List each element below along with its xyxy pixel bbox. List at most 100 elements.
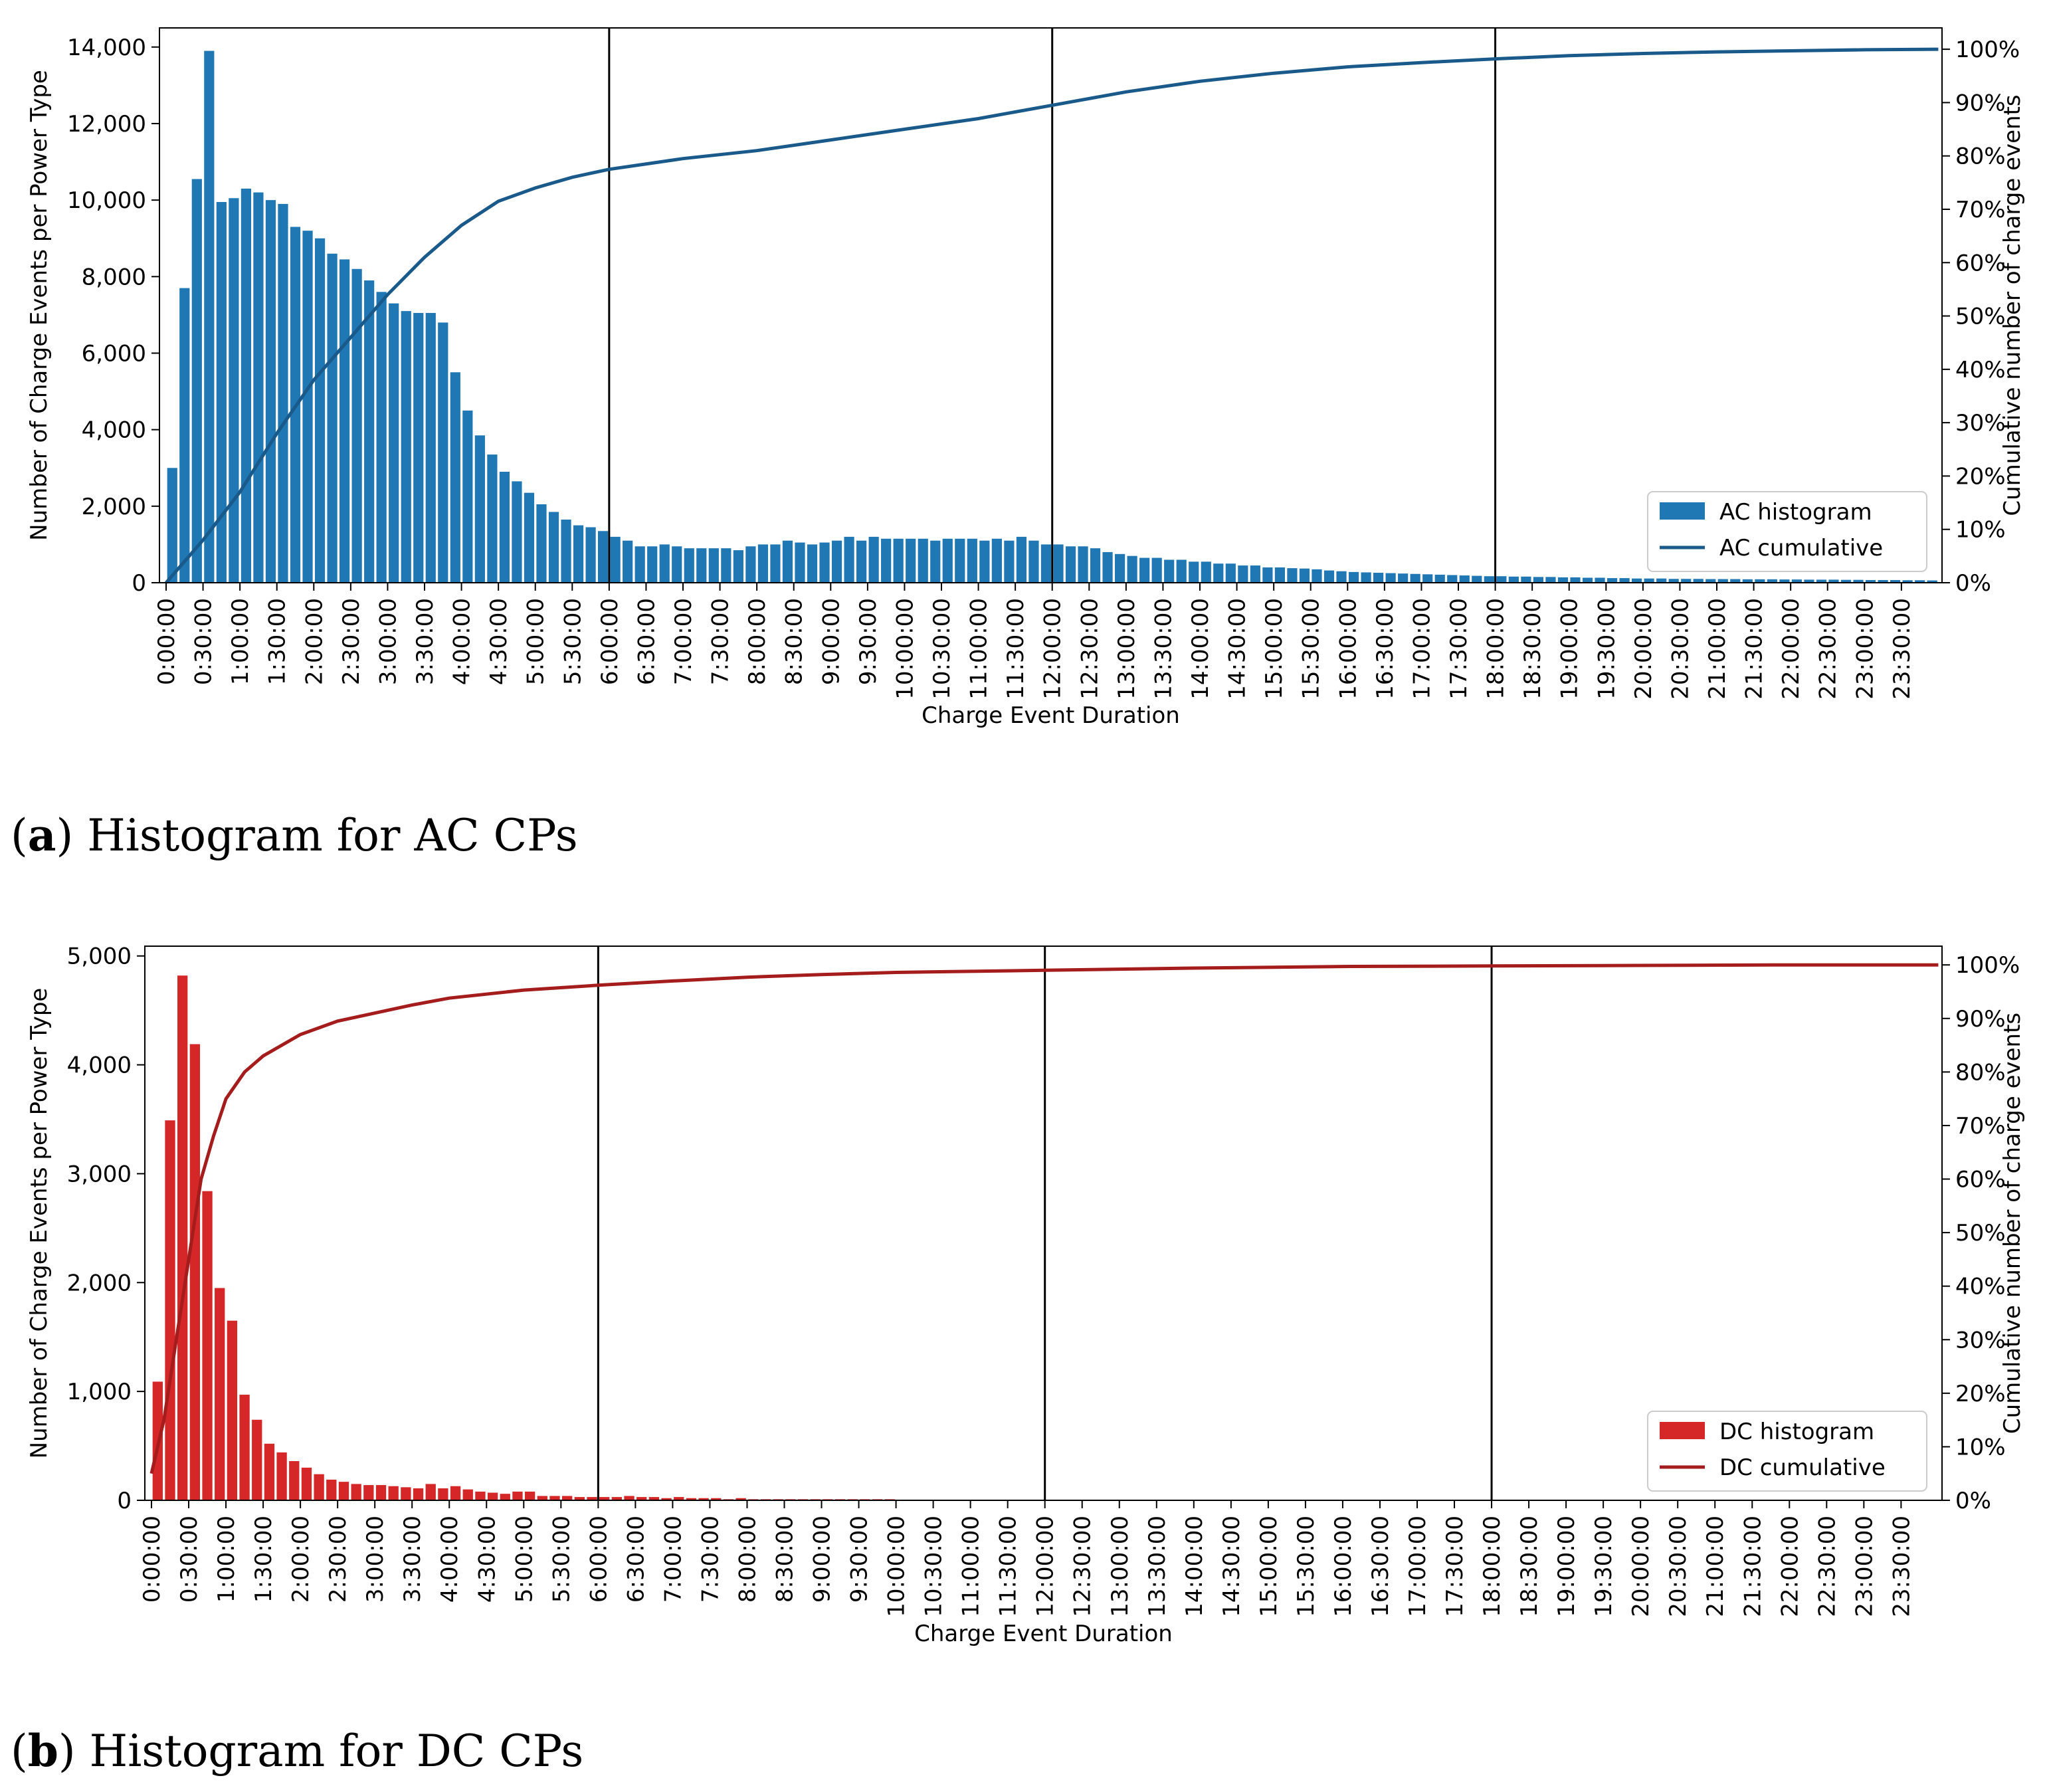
ac-x-tick-label: 0:00:00 xyxy=(153,598,180,685)
ac-y-tick-label: 2,000 xyxy=(82,494,146,520)
ac-histogram-bar xyxy=(1730,579,1741,583)
ac-legend-box xyxy=(1647,491,1927,572)
ac-histogram-bar xyxy=(1582,577,1593,583)
dc-x-tick-label: 5:00:00 xyxy=(511,1516,537,1603)
ac-x-axis: 0:00:00 0:30:00 1:00:00 1:30:00 2:00:00 2:30:… xyxy=(153,583,1915,700)
caption-b-text: Histogram for DC CPs xyxy=(89,1726,584,1777)
dc-x-tick-label: 11:30:00 xyxy=(995,1516,1022,1617)
dc-histogram-bar xyxy=(574,1497,585,1500)
dc-x-tick-label: 21:30:00 xyxy=(1739,1516,1766,1617)
ac-y2-tick-label: 10% xyxy=(1955,517,2006,544)
ac-x-tick-label: 13:00:00 xyxy=(1114,598,1140,700)
dc-histogram-bar xyxy=(227,1320,238,1500)
ac-histogram-bar xyxy=(1717,579,1728,583)
ac-histogram-bar xyxy=(425,313,436,583)
dc-x-tick-label: 0:00:00 xyxy=(139,1516,165,1603)
dc-y2-tick-label: 60% xyxy=(1955,1167,2006,1193)
ac-histogram-bar xyxy=(893,538,904,583)
dc-x-tick-label: 21:00:00 xyxy=(1702,1516,1729,1617)
ac-histogram-bar xyxy=(1201,561,1211,583)
dc-histogram-bar xyxy=(252,1419,262,1500)
ac-y2-tick-label: 80% xyxy=(1955,144,2006,170)
panel-ac-chart: 02,0004,0006,0008,00010,00012,00014,000 … xyxy=(26,27,2026,729)
dc-x-tick-label: 14:30:00 xyxy=(1218,1516,1245,1617)
ac-x-tick-label: 3:00:00 xyxy=(375,598,401,685)
ac-legend: AC histogram AC cumulative xyxy=(1647,491,1927,572)
dc-histogram-bar xyxy=(326,1479,337,1500)
dc-y2-tick-label: 70% xyxy=(1955,1113,2006,1140)
ac-histogram-bar xyxy=(610,536,621,583)
ac-x-tick-label: 15:00:00 xyxy=(1261,598,1288,700)
ac-x-tick-label: 20:30:00 xyxy=(1667,598,1694,700)
dc-x-tick-label: 14:00:00 xyxy=(1181,1516,1208,1617)
ac-histogram-bar xyxy=(991,538,1002,583)
ac-histogram-bar xyxy=(253,192,264,583)
dc-x-tick-label: 13:00:00 xyxy=(1107,1516,1133,1617)
ac-legend-histogram-label: AC histogram xyxy=(1719,499,1872,526)
ac-histogram-bar xyxy=(1447,575,1458,583)
ac-x-tick-label: 2:30:00 xyxy=(338,598,365,685)
ac-histogram-bar xyxy=(351,268,362,583)
dc-y2-tick-label: 10% xyxy=(1955,1434,2006,1460)
ac-histogram-bar xyxy=(413,313,424,583)
ac-histogram-bar xyxy=(634,546,645,583)
caption-b-letter: b xyxy=(27,1725,58,1777)
ac-histogram-bar xyxy=(1385,573,1396,583)
dc-x-tick-label: 22:30:00 xyxy=(1814,1516,1840,1617)
ac-y-tick-label: 8,000 xyxy=(82,264,146,290)
ac-histogram-bar xyxy=(1115,553,1125,583)
ac-histogram-bar xyxy=(733,550,743,583)
ac-histogram-bar xyxy=(1902,580,1913,583)
ac-x-tick-label: 8:00:00 xyxy=(744,598,771,685)
ac-histogram-bar xyxy=(757,544,768,583)
ac-histogram-bar xyxy=(1545,577,1556,583)
dc-histogram-bar xyxy=(587,1497,597,1500)
ac-y2-tick-label: 60% xyxy=(1955,250,2006,276)
ac-histogram-bar xyxy=(241,188,251,583)
dc-histogram-bar xyxy=(314,1474,324,1500)
dc-y-tick-label: 4,000 xyxy=(67,1052,132,1079)
dc-legend-cumulative-label: DC cumulative xyxy=(1719,1454,1886,1481)
dc-x-tick-label: 9:30:00 xyxy=(846,1516,873,1603)
ac-histogram-bar xyxy=(1656,578,1667,583)
ac-histogram-bar xyxy=(684,548,694,583)
dc-histogram-bar xyxy=(636,1497,647,1500)
ac-x-tick-label: 19:30:00 xyxy=(1593,598,1620,700)
ac-y2-tick-label: 30% xyxy=(1955,410,2006,437)
ac-x-tick-label: 22:00:00 xyxy=(1778,598,1804,700)
ac-histogram-bar xyxy=(1459,575,1470,583)
dc-histogram-bar xyxy=(264,1443,275,1500)
ac-histogram-bar xyxy=(1065,546,1076,583)
ac-x-tick-label: 16:00:00 xyxy=(1335,598,1361,700)
ac-y2-axis-title: Cumulative number of charge events xyxy=(1999,94,2026,516)
dc-histogram-bar xyxy=(351,1484,361,1500)
ac-y-axis: 0 2,000 4,000 6,000 8,000 10,000 12,000 14,000 xyxy=(67,35,159,597)
panel-dc-chart: 0 1,000 2,000 3,000 4,000 5,000 0% 10% 20% 30% 40… xyxy=(26,944,2026,1647)
dc-y2-tick-label: 80% xyxy=(1955,1059,2006,1086)
ac-histogram-bar xyxy=(1323,570,1335,583)
ac-histogram-bar xyxy=(512,481,522,583)
ac-x-tick-label: 12:00:00 xyxy=(1040,598,1066,700)
ac-histogram-bar xyxy=(561,519,571,583)
dc-y-tick-label: 0 xyxy=(117,1488,132,1514)
ac-histogram-bar xyxy=(819,542,830,583)
dc-vlines-group xyxy=(597,946,1493,1500)
ac-histogram-bar xyxy=(659,544,670,583)
ac-histogram-bar xyxy=(1619,578,1630,583)
dc-x-tick-label: 15:00:00 xyxy=(1256,1516,1282,1617)
dc-legend-histogram-swatch xyxy=(1660,1422,1705,1439)
dc-histogram-bar xyxy=(500,1494,510,1500)
caption-b: (b) Histogram for DC CPs xyxy=(11,1725,584,1777)
dc-histogram-bar xyxy=(624,1496,634,1500)
ac-x-tick-label: 8:30:00 xyxy=(781,598,808,685)
dc-legend: DC histogram DC cumulative xyxy=(1647,1411,1927,1492)
ac-x-tick-label: 7:00:00 xyxy=(670,598,697,685)
ac-x-axis-title: Charge Event Duration xyxy=(922,702,1180,729)
ac-x-tick-label: 4:00:00 xyxy=(449,598,476,685)
dc-x-tick-label: 1:00:00 xyxy=(213,1516,240,1603)
dc-y-tick-label: 5,000 xyxy=(67,944,132,970)
ac-histogram-bar xyxy=(573,525,584,583)
dc-histogram-bar xyxy=(686,1498,697,1500)
ac-histogram-bar xyxy=(204,50,215,583)
